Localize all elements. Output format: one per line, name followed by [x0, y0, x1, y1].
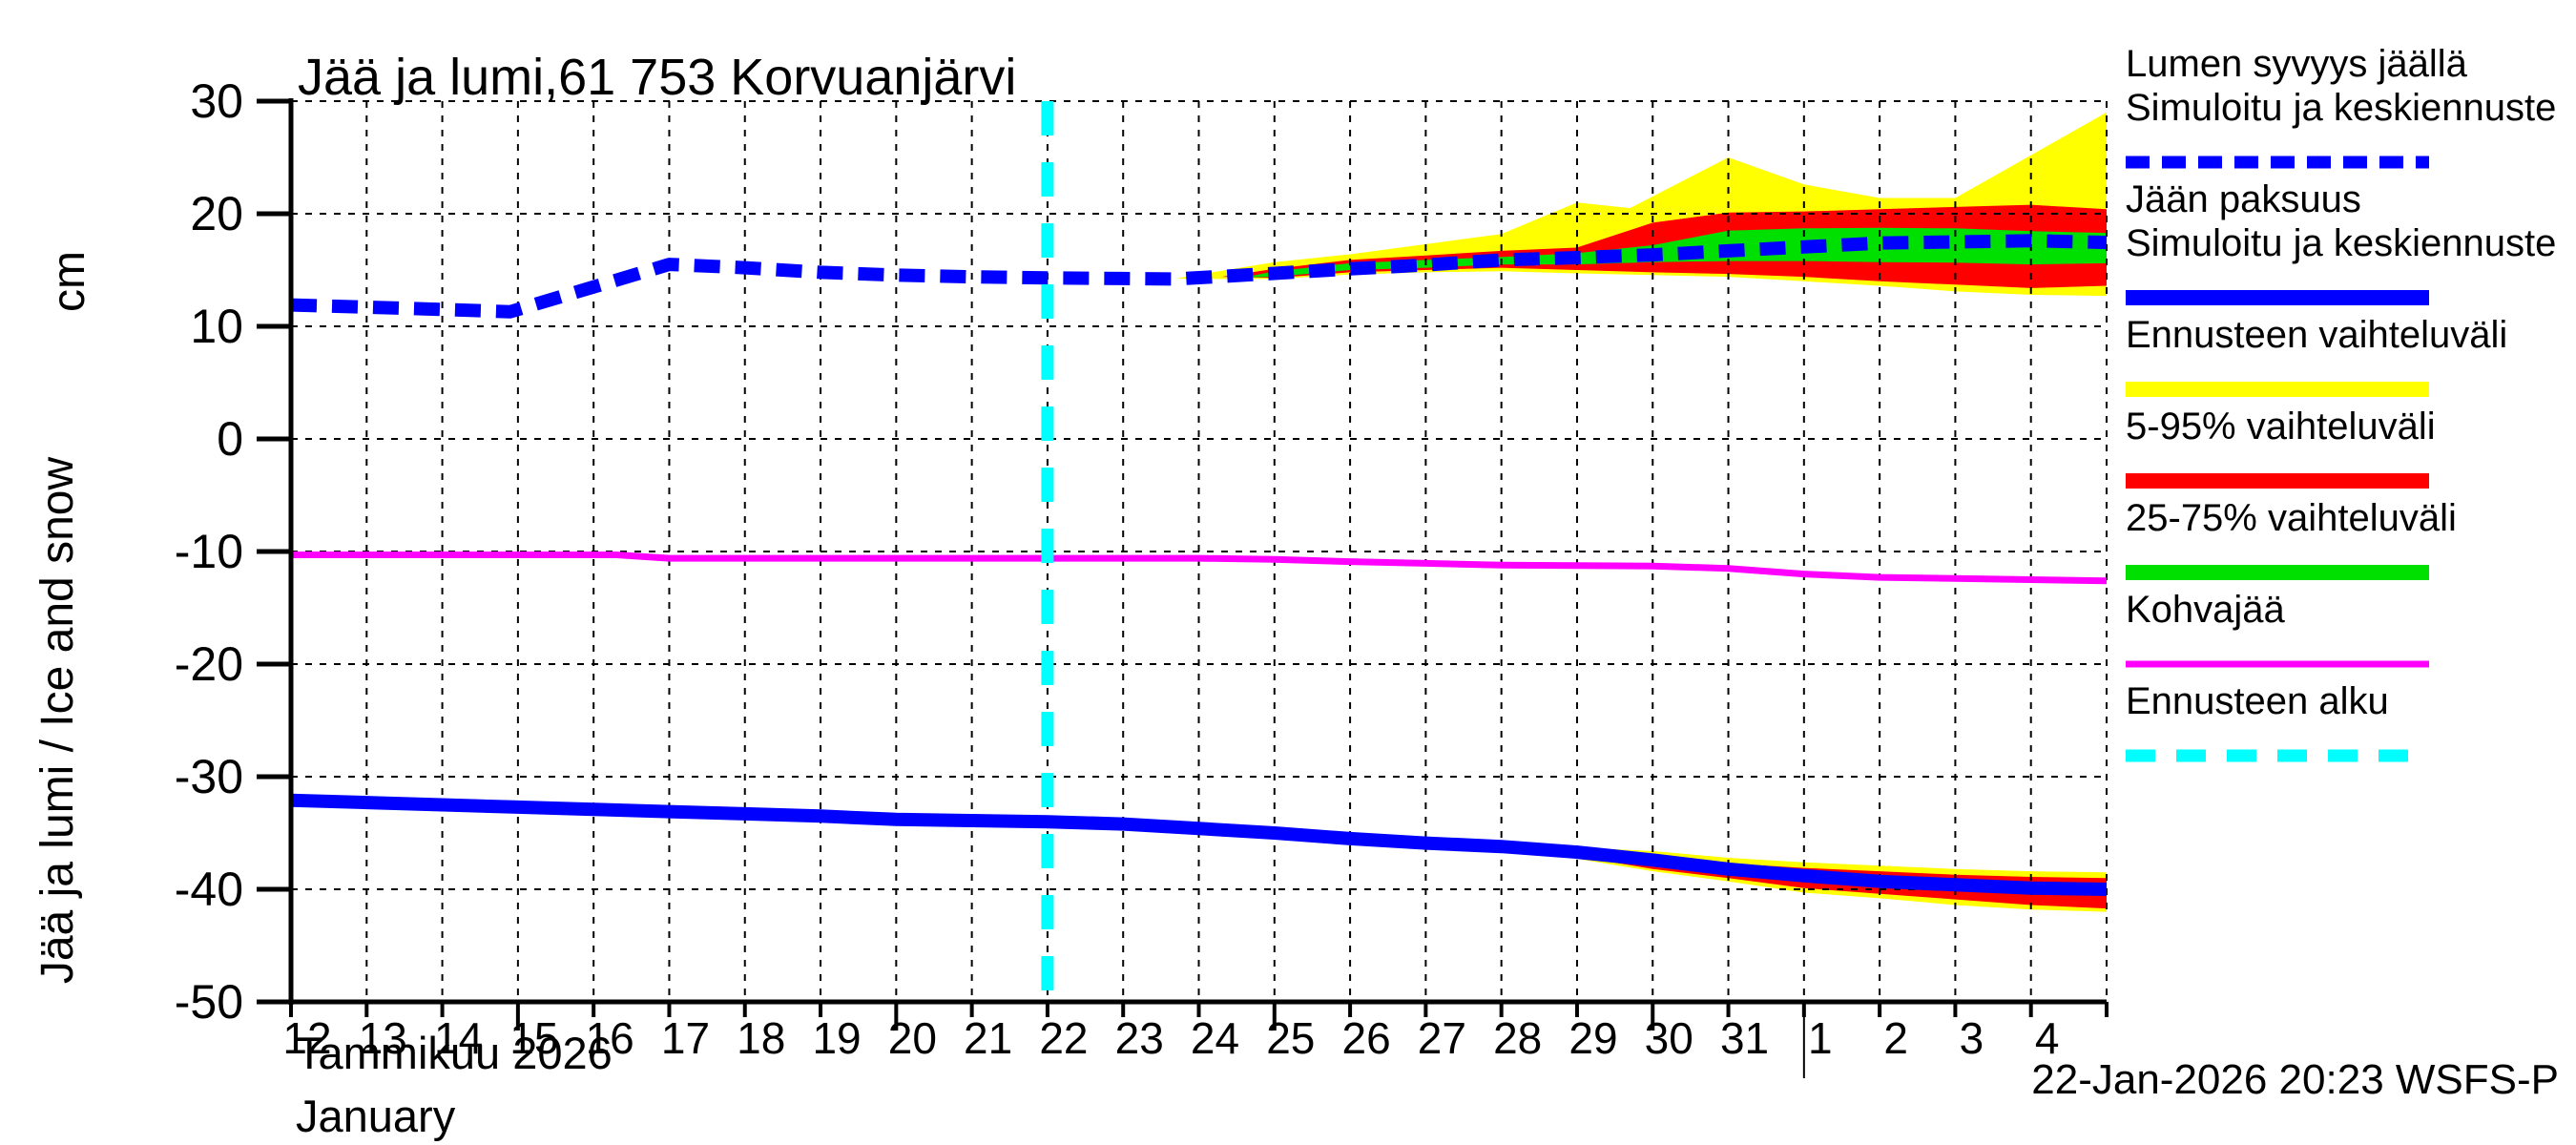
chart-title: Jää ja lumi,61 753 Korvuanjärvi — [298, 49, 1016, 106]
y-tick-label-0: 0 — [217, 412, 243, 466]
snow-depth-median-line — [290, 234, 2108, 319]
x-tick-label-day-18: 18 — [737, 1013, 785, 1063]
ice-thickness-median-line — [290, 793, 2108, 896]
x-tick-label-day-28: 28 — [1493, 1013, 1542, 1063]
legend-label-ice-thickness: Jään paksuus — [2126, 178, 2361, 220]
x-tick-label-day-31: 31 — [1720, 1013, 1769, 1063]
x-tick-label-day-17: 17 — [661, 1013, 710, 1063]
x-tick-label-day-24: 24 — [1191, 1013, 1239, 1063]
x-tick-label-day-26: 26 — [1341, 1013, 1390, 1063]
legend-label-ice-thickness: Simuloitu ja keskiennuste — [2126, 222, 2556, 264]
x-tick-label-day-14: 14 — [434, 1013, 483, 1063]
x-tick-label-day-20: 20 — [888, 1013, 937, 1063]
x-tick-label-day-16: 16 — [586, 1013, 634, 1063]
y-tick-label-20: 20 — [190, 187, 243, 240]
x-tick-label-day-12: 12 — [282, 1013, 331, 1063]
x-tick-label-day-3: 3 — [1960, 1013, 1984, 1063]
y-tick-label--40: -40 — [175, 863, 243, 916]
x-tick-label-day-19: 19 — [812, 1013, 861, 1063]
legend-label-range-25-75: 25-75% vaihteluväli — [2126, 497, 2457, 539]
x-tick-label-day-30: 30 — [1645, 1013, 1693, 1063]
x-axis-month-label-en: January — [296, 1091, 456, 1141]
legend-label-kohvajaa: Kohvajää — [2126, 589, 2286, 631]
x-tick-label-day-1: 1 — [1808, 1013, 1833, 1063]
legend-label-snow-depth: Lumen syvyys jäällä — [2126, 43, 2468, 85]
y-tick-label--10: -10 — [175, 525, 243, 578]
x-tick-label-day-23: 23 — [1115, 1013, 1164, 1063]
x-tick-label-day-25: 25 — [1266, 1013, 1315, 1063]
legend-label-forecast-start: Ennusteen alku — [2126, 680, 2389, 722]
y-tick-label-10: 10 — [190, 300, 243, 353]
x-axis-month-label-fi: Tammikuu 2026 — [296, 1028, 613, 1078]
x-tick-label-day-13: 13 — [359, 1013, 407, 1063]
x-tick-label-day-27: 27 — [1418, 1013, 1466, 1063]
legend-label-forecast-range: Ennusteen vaihteluväli — [2126, 314, 2507, 356]
x-tick-label-day-4: 4 — [2035, 1013, 2060, 1063]
y-tick-label--20: -20 — [175, 637, 243, 691]
y-tick-label--30: -30 — [175, 750, 243, 803]
x-tick-label-day-21: 21 — [964, 1013, 1012, 1063]
y-axis-unit-label: cm — [44, 251, 94, 312]
data-lines-layer — [290, 101, 2108, 1002]
x-tick-label-day-29: 29 — [1568, 1013, 1617, 1063]
forecast-bands-layer — [1175, 112, 2107, 912]
y-tick-label-30: 30 — [190, 74, 243, 128]
y-tick-label--50: -50 — [175, 975, 243, 1029]
timestamp-label: 22-Jan-2026 20:23 WSFS-P — [2031, 1056, 2559, 1103]
kohvajaa-line — [291, 552, 2108, 585]
y-axis-label: Jää ja lumi / Ice and snow — [32, 457, 83, 985]
x-tick-label-day-2: 2 — [1883, 1013, 1908, 1063]
legend-label-snow-depth: Simuloitu ja keskiennuste — [2126, 87, 2556, 129]
legend-label-range-5-95: 5-95% vaihteluväli — [2126, 406, 2436, 448]
x-tick-label-day-15: 15 — [509, 1013, 558, 1063]
x-tick-label-day-22: 22 — [1039, 1013, 1088, 1063]
